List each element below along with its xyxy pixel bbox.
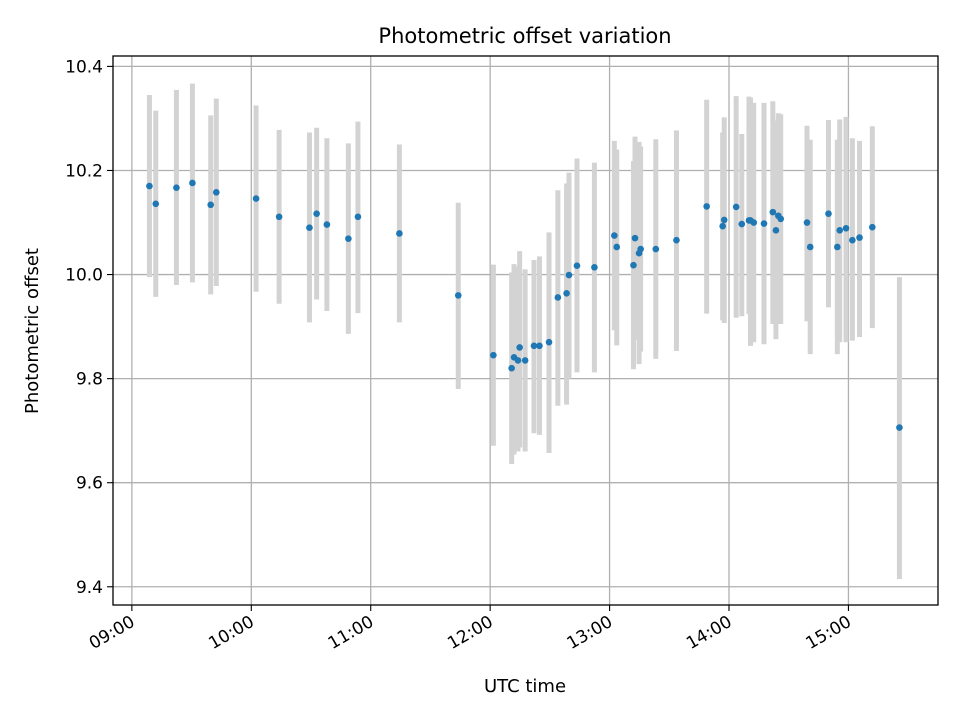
data-point [630, 261, 637, 269]
data-point [777, 215, 785, 223]
x-axis-label: UTC time [484, 676, 566, 697]
data-point [252, 195, 260, 202]
data-point [323, 221, 331, 228]
data-point [769, 208, 777, 216]
data-point [673, 236, 680, 244]
data-point [719, 222, 726, 230]
data-point [521, 357, 529, 364]
y-tick-label: 9.4 [76, 578, 103, 598]
data-point [849, 236, 856, 244]
data-point [514, 357, 522, 364]
data-point [703, 203, 710, 210]
data-point [720, 216, 728, 224]
data-point [490, 351, 497, 359]
data-point [306, 224, 313, 232]
data-point [856, 234, 863, 241]
data-point [806, 243, 814, 251]
y-tick-label: 9.6 [76, 474, 103, 494]
data-point [563, 289, 570, 297]
data-point [573, 262, 581, 270]
y-axis-ticks: 9.4 9.6 9.8 10.0 10.2 10.4 [65, 57, 113, 598]
data-point [554, 294, 562, 301]
data-point [637, 245, 644, 253]
data-point [732, 203, 740, 211]
data-point [508, 364, 515, 372]
point-layer [146, 179, 903, 431]
y-tick-label: 9.8 [76, 370, 103, 390]
data-point [530, 342, 538, 350]
y-axis-label: Photometric offset [22, 248, 43, 414]
data-point [842, 224, 850, 232]
data-point [516, 344, 523, 351]
data-point [565, 271, 573, 279]
y-tick-label: 10.4 [65, 57, 103, 77]
data-point [152, 200, 160, 208]
data-point [345, 235, 352, 242]
data-point [760, 220, 768, 227]
data-point [454, 292, 462, 299]
data-point [545, 338, 553, 346]
data-point [591, 263, 598, 271]
chart-title: Photometric offset variation [378, 24, 671, 48]
data-point [825, 210, 832, 217]
data-point [772, 227, 780, 234]
data-point [146, 182, 153, 190]
data-point [536, 342, 543, 350]
data-point [207, 201, 214, 209]
data-point [896, 424, 903, 431]
y-tick-label: 10.2 [65, 161, 103, 181]
data-point [354, 213, 362, 221]
data-point [803, 219, 811, 226]
y-tick-label: 10.0 [65, 266, 103, 286]
plot-frame [112, 55, 939, 606]
data-point [613, 243, 621, 251]
data-point [173, 184, 180, 191]
grid-layer [113, 56, 938, 605]
data-point [652, 245, 660, 253]
data-point [213, 189, 220, 196]
data-point [834, 243, 841, 251]
data-point [611, 232, 618, 239]
data-point [313, 210, 320, 217]
data-point [869, 223, 876, 231]
data-point [189, 179, 196, 187]
data-point [750, 219, 758, 226]
data-point [396, 230, 403, 237]
data-point [275, 213, 283, 221]
data-point [738, 220, 746, 228]
data-point [836, 227, 844, 234]
data-point [631, 234, 639, 242]
